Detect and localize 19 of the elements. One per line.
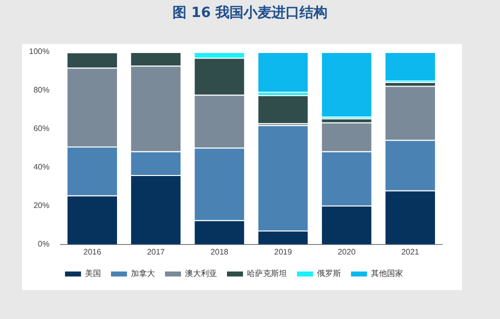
legend-label: 澳大利亚	[185, 269, 217, 278]
y-tick-label: 0%	[38, 240, 50, 249]
x-tick-label: 2021	[401, 247, 420, 256]
x-tick-label: 2019	[274, 247, 292, 256]
legend-label: 哈萨克斯坦	[247, 269, 287, 278]
y-tick-label: 60%	[33, 124, 50, 134]
x-tick-label: 2020	[338, 247, 356, 256]
y-tick-label: 100%	[28, 47, 50, 56]
x-tick-label: 2018	[210, 247, 229, 256]
chart-title: 图 16 我国小麦进口结构	[171, 4, 329, 22]
y-tick-label: 80%	[33, 86, 50, 95]
legend-label: 美国	[85, 269, 101, 278]
x-tick-label: 2017	[146, 247, 166, 256]
y-tick-label: 20%	[33, 201, 50, 210]
legend-label: 其他国家	[371, 269, 403, 278]
legend-label: 加拿大	[131, 269, 155, 278]
y-tick-label: 40%	[33, 162, 50, 172]
legend-label: 俄罗斯	[317, 269, 341, 278]
x-tick-label: 2016	[83, 247, 102, 256]
